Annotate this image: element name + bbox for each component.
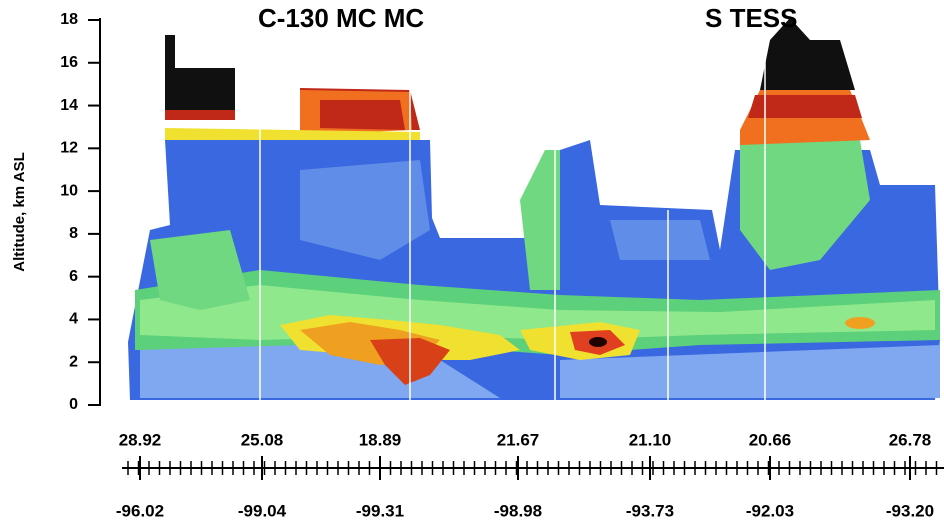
latitude-label: 21.67 [497,430,540,449]
longitude-label: -99.04 [238,501,287,520]
latitude-label: 18.89 [359,430,402,449]
latitude-label: 26.78 [889,430,932,449]
y-tick-label: 4 [69,311,78,328]
longitude-label: -93.20 [886,501,934,520]
y-tick-label: 10 [60,182,78,199]
y-axis-label: Altitude, km ASL [11,152,28,271]
latitude-label: 28.92 [119,430,162,449]
title-left: C-130 MC MC [258,3,424,33]
y-tick-label: 16 [60,54,78,71]
latitude-label: 25.08 [241,430,284,449]
title-right: S TESS [705,3,797,33]
y-tick-label: 12 [60,140,78,157]
longitude-label: -98.98 [494,501,542,520]
y-tick-label: 2 [69,353,78,370]
y-tick-label: 8 [69,225,78,242]
y-tick-label: 14 [60,97,78,114]
y-tick-label: 18 [60,11,78,28]
y-tick-label: 0 [69,396,78,413]
curtain-image [128,18,940,400]
longitude-label: -92.03 [746,501,794,520]
latitude-label: 21.10 [629,430,672,449]
longitude-label: -96.02 [116,501,164,520]
latitude-label: 20.66 [749,430,792,449]
longitude-label: -99.31 [356,501,404,520]
longitude-label: -93.73 [626,501,674,520]
y-tick-label: 6 [69,268,78,285]
